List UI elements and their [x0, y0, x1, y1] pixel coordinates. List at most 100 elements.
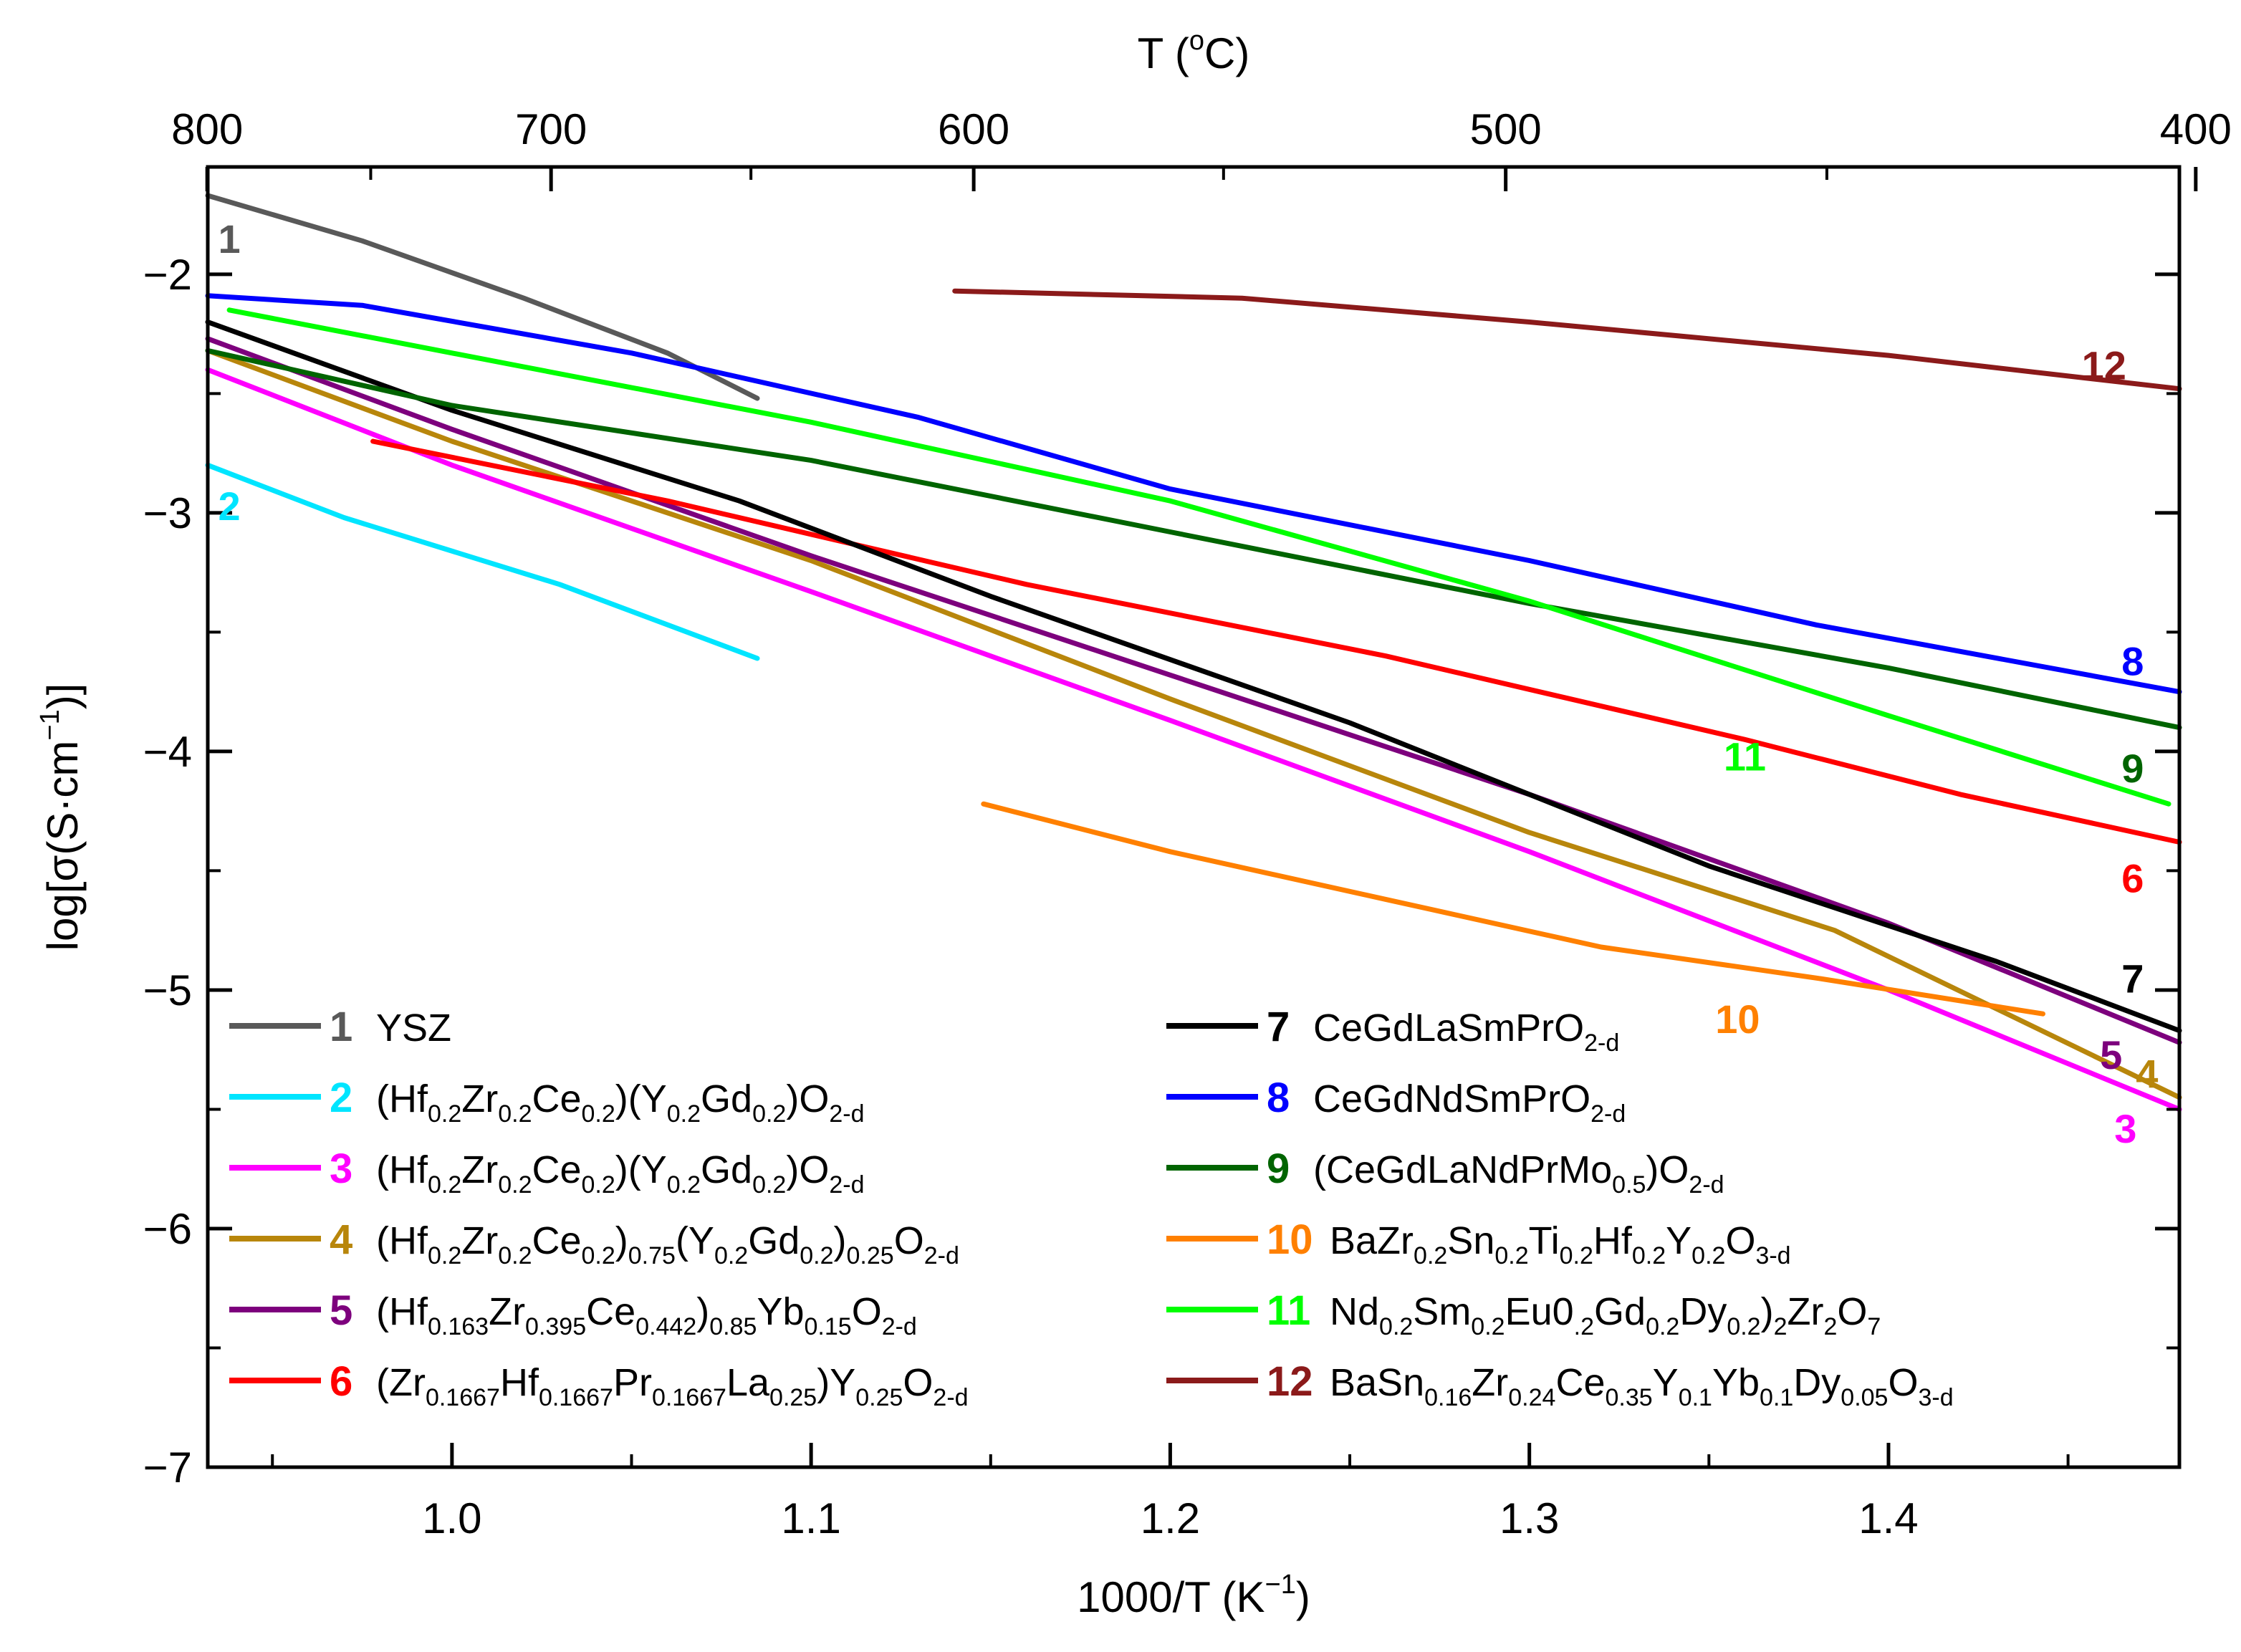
legend-label-part: 0.25	[769, 1384, 817, 1411]
legend-label-part: O	[903, 1361, 933, 1404]
legend-label-part: 0.1667	[426, 1384, 500, 1411]
series-label-9: 9	[2121, 746, 2144, 791]
series-label-10: 10	[1715, 997, 1760, 1042]
legend-label-part: 0.5	[1612, 1171, 1646, 1199]
legend-number: 1	[330, 1004, 352, 1050]
legend-item-1: 1 YSZ	[229, 1004, 451, 1050]
legend-label-part: Pr	[613, 1361, 652, 1404]
legend-label-part: 0.2	[1646, 1313, 1679, 1340]
legend-label-part: )O	[1646, 1148, 1689, 1191]
legend-label: CeGdLaSmPrO2-d	[1313, 1007, 1619, 1057]
top-tick-label: 600	[938, 105, 1009, 153]
legend-label-part: (Hf	[376, 1077, 428, 1120]
legend-item-2: 2 (Hf0.2Zr0.2Ce0.2)(Y0.2Gd0.2)O2-d	[229, 1075, 864, 1128]
legend-label-part: BaSn	[1330, 1361, 1424, 1404]
series-label-8: 8	[2121, 638, 2144, 683]
legend-number: 5	[330, 1287, 352, 1334]
series-label-11: 11	[1724, 734, 1766, 779]
legend-label-part: Gd	[748, 1219, 800, 1262]
legend-label: (Hf0.2Zr0.2Ce0.2)0.75(Y0.2Gd0.2)0.25O2-d	[376, 1219, 959, 1269]
series-line-11	[226, 307, 2172, 807]
legend-label: BaSn0.16Zr0.24Ce0.35Y0.1Yb0.1Dy0.05O3-d	[1330, 1361, 1954, 1411]
legend-item-8: 8 CeGdNdSmPrO2-d	[1166, 1075, 1626, 1128]
legend-label-part: 0.2	[714, 1242, 748, 1269]
legend-label-part: O	[1837, 1290, 1867, 1333]
y-tick-label: −2	[143, 251, 192, 299]
legend-label-part: )(Y	[615, 1077, 667, 1120]
legend-label-part: 2-d	[829, 1100, 864, 1128]
legend-label-part: 0.2	[1691, 1242, 1725, 1269]
legend-label-part: (Hf	[376, 1148, 428, 1191]
legend-label-part: Ce	[1555, 1361, 1605, 1404]
legend-label-part: )Y	[817, 1361, 855, 1404]
legend-label-part: Dy	[1679, 1290, 1727, 1333]
legend-label-part: (CeGdLaNdPrMo	[1313, 1148, 1612, 1191]
series-label-1: 1	[218, 216, 240, 261]
legend-label-part: La	[726, 1361, 770, 1404]
y-tick-label: −4	[143, 728, 192, 776]
legend-label-part: 0.442	[635, 1313, 696, 1340]
legend-label-part: 2	[1774, 1313, 1787, 1340]
legend-number: 3	[330, 1146, 352, 1192]
legend-label-part: O	[894, 1219, 924, 1262]
legend-number: 6	[330, 1358, 352, 1405]
legend-label: (Hf0.2Zr0.2Ce0.2)(Y0.2Gd0.2)O2-d	[376, 1077, 864, 1128]
legend-label-part: Zr	[1472, 1361, 1508, 1404]
legend-label-part: 0.85	[709, 1313, 757, 1340]
legend-item-3: 3 (Hf0.2Zr0.2Ce0.2)(Y0.2Gd0.2)O2-d	[229, 1146, 864, 1199]
series-label-5: 5	[2100, 1032, 2122, 1077]
legend-label-part: Sm	[1413, 1290, 1471, 1333]
legend-label-part: 0.2	[1494, 1242, 1528, 1269]
legend-label-part: )O	[786, 1077, 829, 1120]
legend-label-part: 0.24	[1508, 1384, 1555, 1411]
legend-label-part: 2-d	[933, 1384, 968, 1411]
legend-label-part: .2	[1574, 1313, 1594, 1340]
series-label-3: 3	[2114, 1106, 2136, 1151]
legend-label-part: 0.395	[525, 1313, 586, 1340]
series-label-2: 2	[218, 484, 240, 529]
legend-number: 12	[1267, 1358, 1313, 1405]
y-tick-label: −5	[143, 966, 192, 1014]
legend-label-part: 0.2	[428, 1171, 461, 1199]
legend-label-part: 0.35	[1605, 1384, 1652, 1411]
legend-label-part: 0.1667	[652, 1384, 726, 1411]
x-axis-label-part: 1000/T (K	[1077, 1573, 1265, 1621]
legend-label-part: 7	[1867, 1313, 1881, 1340]
legend-label-part: )O	[786, 1148, 829, 1191]
legend-label-part: Zr	[461, 1148, 498, 1191]
legend-label-part: (Zr	[376, 1361, 426, 1404]
legend-label-part: Dy	[1793, 1361, 1841, 1404]
series-line-12	[952, 288, 2182, 392]
top-axis-label-part: T (	[1138, 29, 1189, 77]
legend-label-part: )	[615, 1219, 628, 1262]
y-axis-label: log[σ(S·cm−1)]	[35, 683, 87, 951]
legend-label-part: 0.2	[1560, 1242, 1593, 1269]
legend-item-4: 4 (Hf0.2Zr0.2Ce0.2)0.75(Y0.2Gd0.2)0.25O2-…	[229, 1216, 959, 1269]
legend-label-part: Yb	[1712, 1361, 1760, 1404]
legend-label-part: 0.2	[498, 1242, 532, 1269]
series-line-4	[205, 347, 2182, 1100]
legend-item-12: 12 BaSn0.16Zr0.24Ce0.35Y0.1Yb0.1Dy0.05O3-…	[1166, 1358, 1954, 1411]
legend-label-part: 2	[1823, 1313, 1837, 1340]
legend-label-part: Gd	[701, 1148, 752, 1191]
x-tick-label: 1.4	[1858, 1494, 1918, 1542]
series-layer	[205, 193, 2182, 1112]
y-axis-label-part: log[σ(S·cm	[39, 741, 87, 951]
legend-number: 4	[330, 1216, 352, 1263]
series-line-5	[205, 336, 2182, 1045]
top-tick-label: 400	[2160, 105, 2232, 153]
series-line-8	[205, 293, 2182, 695]
top-axis-label-part: C)	[1204, 29, 1249, 77]
legend-label-part: Nd	[1330, 1290, 1379, 1333]
series-line-2	[205, 462, 760, 661]
legend-label-part: CeGdLaSmPrO	[1313, 1007, 1584, 1050]
series-label-6: 6	[2121, 855, 2144, 901]
legend-label-part: 2-d	[829, 1171, 864, 1199]
legend-label-part: Ce	[532, 1148, 581, 1191]
legend-item-6: 6 (Zr0.1667Hf0.1667Pr0.1667La0.25)Y0.25O2…	[229, 1358, 969, 1411]
legend-label-part: 0.2	[1727, 1313, 1760, 1340]
legend-label-part: Hf	[500, 1361, 539, 1404]
legend-label-part: O	[1888, 1361, 1918, 1404]
legend-label-part: 0.163	[428, 1313, 489, 1340]
